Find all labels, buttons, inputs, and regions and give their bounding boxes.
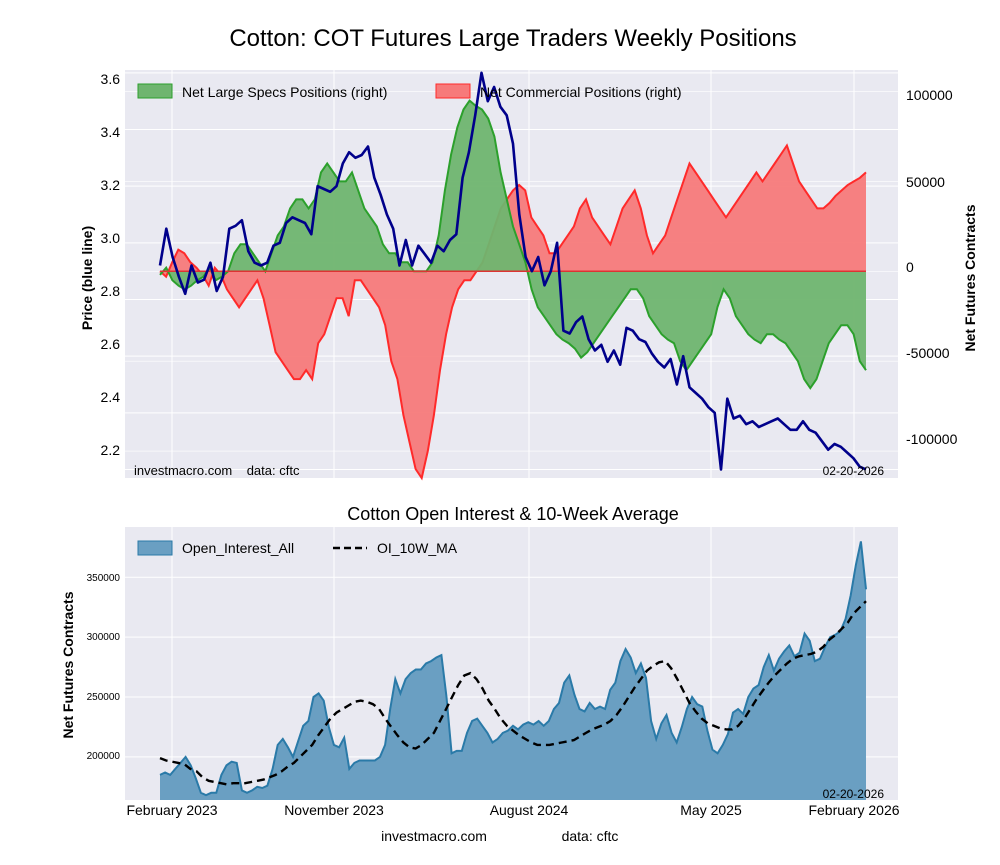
legend-swatch-oi bbox=[137, 540, 173, 556]
y2tick-label: 50000 bbox=[906, 174, 945, 190]
xtick-label: November 2023 bbox=[284, 802, 384, 818]
ytick-label: 350000 bbox=[87, 573, 121, 584]
legend-label-oi: Open_Interest_All bbox=[182, 540, 294, 556]
oi-area bbox=[160, 541, 866, 800]
legend-label-comm: Net Commercial Positions (right) bbox=[480, 84, 682, 100]
top-left-yticks: 3.6 3.4 3.2 3.0 2.8 2.6 2.4 2.2 bbox=[101, 71, 121, 458]
y2tick-label: 100000 bbox=[906, 87, 953, 103]
ytick-label: 200000 bbox=[87, 751, 121, 762]
xtick-labels: February 2023 November 2023 August 2024 … bbox=[126, 802, 899, 818]
footer-data: data: cftc bbox=[562, 828, 619, 844]
oi-line bbox=[159, 541, 867, 797]
ytick-label: 300000 bbox=[87, 632, 121, 643]
ma-line bbox=[159, 600, 867, 786]
y2tick-label: -100000 bbox=[906, 431, 958, 447]
price-line bbox=[158, 71, 867, 471]
bottom-footer-date: 02-20-2026 bbox=[823, 787, 885, 801]
legend-swatch-specs bbox=[137, 83, 173, 99]
legend-label-ma: OI_10W_MA bbox=[377, 540, 458, 556]
top-right-yticks: 100000 50000 0 -50000 -100000 bbox=[906, 87, 958, 447]
top-legend: Net Large Specs Positions (right) Net Co… bbox=[137, 83, 682, 100]
xtick-label: May 2025 bbox=[680, 802, 742, 818]
xtick-label: August 2024 bbox=[490, 802, 569, 818]
legend-label-specs: Net Large Specs Positions (right) bbox=[182, 84, 387, 100]
comm-line bbox=[159, 143, 867, 481]
top-series bbox=[158, 71, 867, 481]
ytick-label: 2.8 bbox=[101, 283, 121, 299]
bottom-title: Cotton Open Interest & 10-Week Average bbox=[347, 504, 679, 524]
ytick-label: 3.4 bbox=[101, 124, 121, 140]
ytick-label: 3.6 bbox=[101, 71, 121, 87]
bottom-yticks: 350000 300000 250000 200000 bbox=[87, 573, 121, 762]
specs-line bbox=[159, 99, 867, 390]
specs-area bbox=[160, 100, 866, 389]
y2tick-label: -50000 bbox=[906, 345, 950, 361]
top-footer-left: investmacro.com data: cftc bbox=[134, 463, 300, 478]
top-right-ylabel: Net Futures Contracts bbox=[962, 204, 978, 351]
bottom-series bbox=[159, 541, 867, 800]
chart-title: Cotton: COT Futures Large Traders Weekly… bbox=[229, 25, 796, 52]
ytick-label: 2.2 bbox=[101, 442, 121, 458]
ytick-label: 250000 bbox=[87, 692, 121, 703]
top-footer-date: 02-20-2026 bbox=[823, 464, 885, 478]
y2tick-label: 0 bbox=[906, 259, 914, 275]
ytick-label: 3.2 bbox=[101, 177, 121, 193]
ytick-label: 2.6 bbox=[101, 336, 121, 352]
bottom-ylabel: Net Futures Contracts bbox=[60, 591, 76, 738]
bottom-legend: Open_Interest_All OI_10W_MA bbox=[137, 540, 458, 556]
top-left-ylabel: Price (blue line) bbox=[79, 226, 95, 330]
footer-site: investmacro.com bbox=[381, 828, 487, 844]
xtick-label: February 2023 bbox=[126, 802, 217, 818]
ytick-label: 2.4 bbox=[101, 389, 121, 405]
xtick-label: February 2026 bbox=[808, 802, 899, 818]
comm-area bbox=[160, 145, 866, 478]
legend-swatch-comm bbox=[435, 83, 471, 99]
ytick-label: 3.0 bbox=[101, 230, 121, 246]
